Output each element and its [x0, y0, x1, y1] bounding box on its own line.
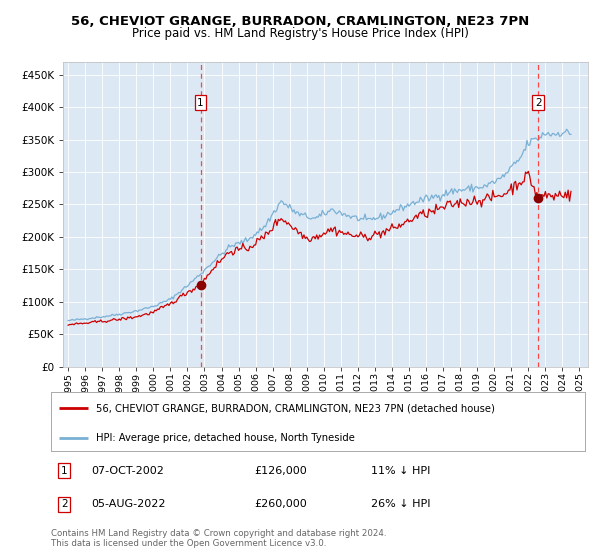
Text: Contains HM Land Registry data © Crown copyright and database right 2024.: Contains HM Land Registry data © Crown c… — [51, 529, 386, 538]
Text: Price paid vs. HM Land Registry's House Price Index (HPI): Price paid vs. HM Land Registry's House … — [131, 27, 469, 40]
Text: 05-AUG-2022: 05-AUG-2022 — [91, 500, 166, 509]
Text: 11% ↓ HPI: 11% ↓ HPI — [371, 466, 431, 475]
Text: HPI: Average price, detached house, North Tyneside: HPI: Average price, detached house, Nort… — [97, 433, 355, 443]
Text: £260,000: £260,000 — [254, 500, 307, 509]
Text: This data is licensed under the Open Government Licence v3.0.: This data is licensed under the Open Gov… — [51, 539, 326, 548]
Text: 26% ↓ HPI: 26% ↓ HPI — [371, 500, 431, 509]
Text: 56, CHEVIOT GRANGE, BURRADON, CRAMLINGTON, NE23 7PN: 56, CHEVIOT GRANGE, BURRADON, CRAMLINGTO… — [71, 15, 529, 27]
Text: 1: 1 — [61, 466, 68, 475]
Text: 1: 1 — [197, 98, 204, 108]
Text: 07-OCT-2002: 07-OCT-2002 — [91, 466, 164, 475]
Text: £126,000: £126,000 — [254, 466, 307, 475]
Text: 2: 2 — [535, 98, 542, 108]
Text: 56, CHEVIOT GRANGE, BURRADON, CRAMLINGTON, NE23 7PN (detached house): 56, CHEVIOT GRANGE, BURRADON, CRAMLINGTO… — [97, 403, 495, 413]
Text: 2: 2 — [61, 500, 68, 509]
